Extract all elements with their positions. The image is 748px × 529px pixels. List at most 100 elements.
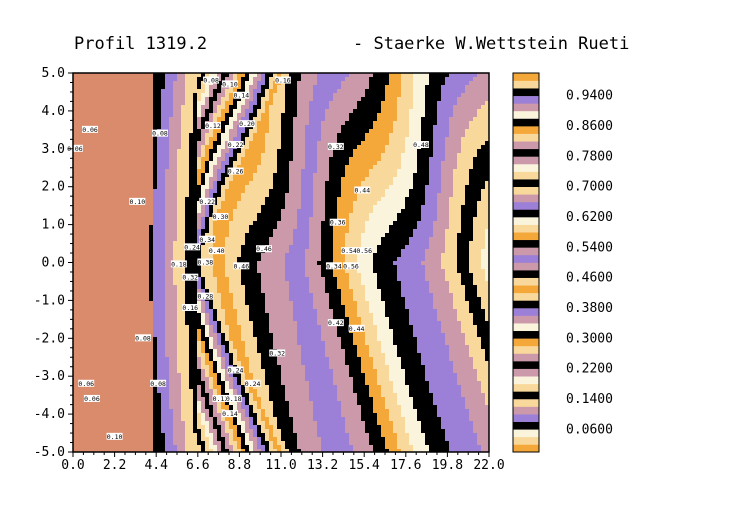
contour-cell (337, 101, 342, 106)
contour-cell (269, 113, 274, 118)
contour-cell (209, 169, 214, 174)
contour-cell (133, 225, 138, 230)
contour-cell (469, 185, 474, 190)
contour-cell (485, 173, 489, 178)
contour-cell (145, 181, 150, 186)
contour-cell (109, 157, 114, 162)
contour-cell (301, 169, 306, 174)
contour-cell (97, 85, 102, 90)
contour-cell (149, 145, 154, 150)
contour-cell (421, 189, 426, 194)
contour-cell (225, 105, 230, 110)
contour-cell (129, 205, 134, 210)
contour-cell (101, 233, 106, 238)
contour-cell (397, 225, 402, 230)
contour-cell (145, 197, 150, 202)
contour-cell (249, 177, 254, 182)
contour-cell (129, 165, 134, 170)
contour-cell (189, 209, 194, 214)
contour-cell (277, 149, 282, 154)
contour-cell (105, 77, 110, 82)
contour-cell (377, 73, 382, 78)
contour-cell (97, 149, 102, 154)
contour-cell (281, 205, 286, 210)
contour-cell (125, 257, 130, 262)
contour-cell (345, 73, 350, 78)
contour-cell (157, 169, 162, 174)
contour-cell (121, 169, 126, 174)
contour-cell (273, 101, 278, 106)
contour-cell (277, 217, 282, 222)
contour-cell (485, 177, 489, 182)
contour-cell (337, 209, 342, 214)
contour-cell (281, 225, 286, 230)
contour-cell (469, 201, 474, 206)
contour-cell (185, 85, 190, 90)
contour-cell (429, 193, 434, 198)
contour-cell (289, 213, 294, 218)
contour-cell (385, 189, 390, 194)
contour-cell (321, 189, 326, 194)
contour-cell (181, 205, 186, 210)
contour-cell (261, 121, 266, 126)
contour-cell (77, 157, 82, 162)
contour-cell (185, 89, 190, 94)
contour-cell (121, 97, 126, 102)
contour-cell (293, 157, 298, 162)
contour-cell (217, 225, 222, 230)
contour-cell (433, 97, 438, 102)
contour-cell (233, 209, 238, 214)
contour-cell (421, 233, 426, 238)
contour-cell (165, 205, 170, 210)
contour-cell (149, 225, 154, 230)
contour-cell (425, 189, 430, 194)
contour-cell (153, 125, 158, 130)
contour-cell (189, 213, 194, 218)
contour-cell (277, 117, 282, 122)
contour-cell (425, 153, 430, 158)
contour-cell (173, 249, 178, 254)
contour-cell (377, 197, 382, 202)
contour-cell (89, 105, 94, 110)
contour-cell (77, 161, 82, 166)
contour-cell (213, 89, 218, 94)
contour-cell (173, 253, 178, 258)
contour-cell (121, 201, 126, 206)
contour-cell (261, 237, 266, 242)
contour-cell (317, 129, 322, 134)
contour-cell (289, 113, 294, 118)
contour-cell (153, 81, 158, 86)
contour-cell (89, 81, 94, 86)
contour-cell (449, 133, 454, 138)
contour-cell (133, 209, 138, 214)
contour-cell (289, 217, 294, 222)
contour-cell (233, 221, 238, 226)
contour-cell (149, 189, 154, 194)
contour-cell (257, 205, 262, 210)
contour-cell (77, 193, 82, 198)
contour-cell (297, 237, 302, 242)
contour-cell (357, 241, 362, 246)
contour-cell (133, 133, 138, 138)
contour-cell (313, 121, 318, 126)
contour-cell (229, 177, 234, 182)
contour-cell (85, 209, 90, 214)
contour-cell (181, 249, 186, 254)
contour-cell (317, 153, 322, 158)
contour-cell (301, 161, 306, 166)
contour-cell (413, 189, 418, 194)
contour-cell (189, 185, 194, 190)
contour-cell (313, 257, 318, 262)
contour-cell (81, 133, 86, 138)
contour-cell (161, 185, 166, 190)
contour-cell (465, 125, 470, 130)
contour-cell (441, 81, 446, 86)
contour-cell (445, 113, 450, 118)
contour-cell (249, 241, 254, 246)
contour-cell (321, 153, 326, 158)
contour-cell (101, 249, 106, 254)
contour-cell (413, 125, 418, 130)
contour-cell (273, 225, 278, 230)
contour-cell (321, 193, 326, 198)
contour-cell (101, 229, 106, 234)
